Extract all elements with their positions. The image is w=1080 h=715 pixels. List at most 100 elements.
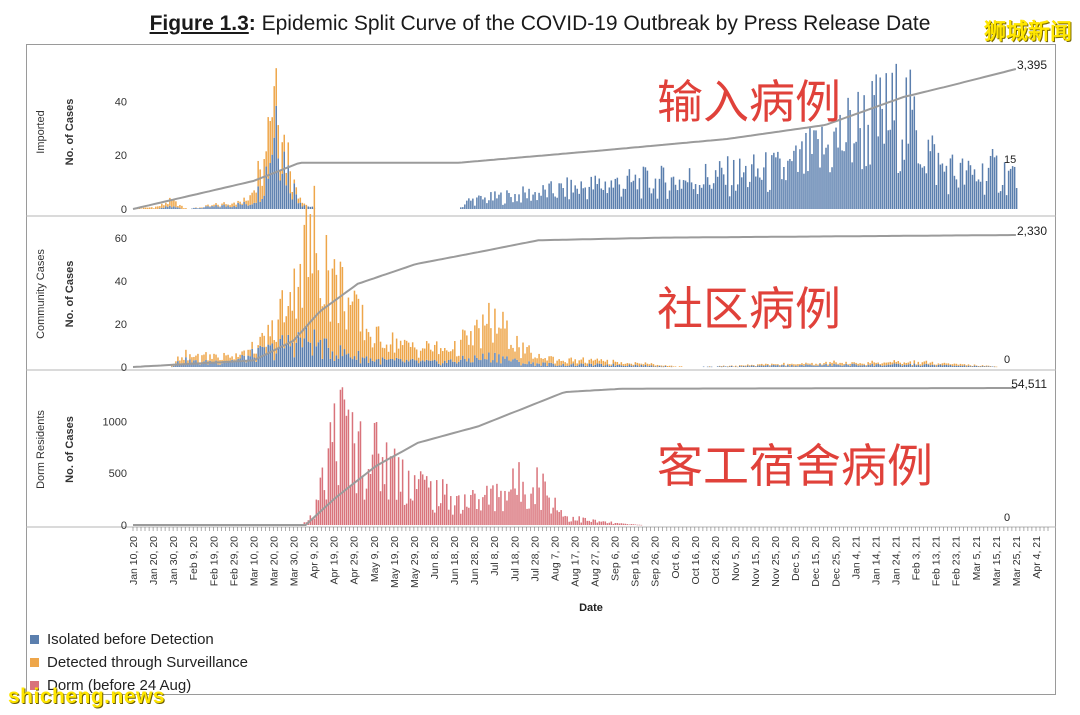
bar-community (811, 362, 813, 366)
bar-imported (917, 163, 920, 209)
bar-community (640, 364, 643, 367)
bar-community (708, 366, 711, 367)
bar-community (901, 363, 904, 366)
bar-dorm (399, 491, 402, 525)
bar-imported (494, 191, 496, 209)
bar-community (903, 362, 906, 365)
bar-community (895, 361, 897, 364)
bar-community (728, 366, 731, 367)
bar-community (745, 366, 747, 368)
bar-community (433, 344, 436, 360)
bar-community (550, 362, 552, 367)
x-tick-label: Jan 20, 20 (148, 536, 160, 585)
bar-community (819, 363, 821, 365)
bar-imported (297, 203, 300, 209)
bar-dorm (387, 499, 390, 525)
bar-community (287, 306, 290, 335)
bar-dorm (596, 522, 599, 525)
bar-community (578, 360, 580, 365)
bar-community (652, 366, 655, 368)
bar-community (397, 358, 400, 367)
bar-dorm (486, 485, 488, 525)
x-tick-label: Jul 28, 20 (529, 536, 541, 582)
bar-dorm (532, 487, 534, 525)
bar-community (889, 361, 891, 365)
bar-community (907, 362, 910, 365)
bar-community (658, 365, 661, 366)
bar-dorm (472, 490, 474, 525)
bar-community (217, 357, 219, 365)
bar-community (425, 359, 428, 367)
bar-community (548, 362, 550, 367)
bar-community (211, 362, 213, 367)
bar-community (971, 365, 974, 367)
bar-community (602, 365, 605, 367)
bar-community (648, 365, 651, 367)
bar-community (646, 363, 649, 367)
bar-community (799, 365, 801, 367)
bar-community (345, 354, 348, 367)
bar-community (843, 364, 845, 366)
x-tick-label: Jan 4, 21 (850, 536, 862, 579)
bar-imported (167, 204, 169, 207)
bar-imported (163, 205, 165, 208)
bar-community (251, 341, 253, 349)
bar-imported (759, 177, 761, 209)
bar-imported (718, 161, 721, 209)
bar-community (568, 358, 570, 366)
bar-community (209, 360, 211, 367)
bar-community (415, 349, 418, 361)
bar-imported (726, 156, 729, 209)
bar-imported (243, 197, 245, 202)
bar-imported (895, 63, 897, 210)
bar-dorm (604, 521, 607, 525)
bar-community (289, 346, 292, 367)
bar-community (985, 366, 988, 367)
bar-community (433, 359, 436, 367)
bar-community (478, 359, 480, 367)
bar-imported (893, 120, 895, 209)
bar-imported (259, 169, 261, 202)
bar-community (738, 365, 741, 366)
bar-community (871, 360, 873, 364)
bar-community (837, 364, 839, 367)
bar-community (393, 352, 396, 361)
bar-community (478, 328, 480, 360)
bar-community (307, 341, 310, 367)
bar-community (365, 328, 368, 357)
bar-community (584, 362, 586, 366)
bar-community (498, 327, 500, 355)
bar-imported (490, 192, 492, 209)
bar-imported (608, 187, 611, 209)
bar-community (943, 362, 946, 366)
bar-community (391, 332, 394, 360)
bar-imported (815, 130, 817, 209)
bar-imported (975, 181, 978, 209)
bar-community (817, 365, 819, 367)
bar-dorm (303, 522, 306, 525)
bar-imported (1011, 166, 1014, 209)
bar-community (528, 345, 530, 362)
bar-community (636, 362, 639, 366)
bar-dorm (448, 509, 450, 525)
bar-community (534, 357, 536, 366)
bar-imported (688, 168, 691, 209)
bar-community (670, 365, 673, 367)
bar-community (331, 268, 334, 352)
bar-community (239, 354, 241, 359)
bar-community (586, 366, 588, 367)
bar-imported (624, 188, 627, 209)
y-tick-label: 20 (115, 319, 127, 331)
bar-community (417, 357, 420, 364)
bar-imported (747, 187, 749, 209)
bar-imported (303, 203, 306, 206)
bar-imported (546, 197, 548, 209)
cumulative-line-community (132, 234, 1016, 368)
bar-community (309, 214, 312, 343)
bar-imported (787, 160, 789, 209)
bar-community (464, 330, 466, 360)
bar-community (275, 353, 277, 367)
bar-imported (913, 96, 916, 209)
bar-community (819, 364, 821, 367)
bar-imported (676, 190, 679, 209)
